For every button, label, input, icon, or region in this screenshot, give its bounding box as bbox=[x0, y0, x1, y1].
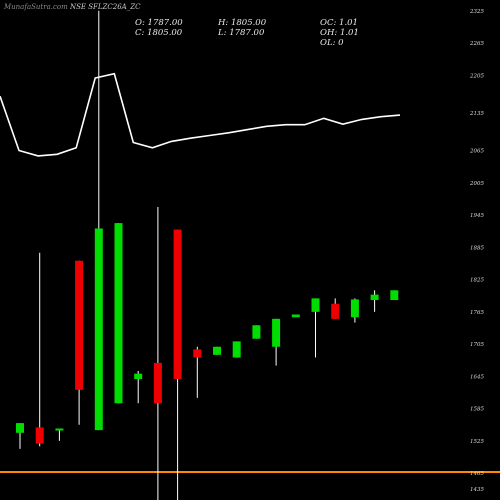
candle-body bbox=[173, 229, 182, 380]
y-tick-label: 2005 bbox=[469, 181, 484, 187]
candle-body bbox=[153, 362, 162, 404]
candle-body bbox=[114, 223, 123, 404]
symbol-label: NSE SFLZC26A_ZC bbox=[70, 3, 141, 11]
candle bbox=[213, 346, 221, 355]
ohlc-low: L: 1787.00 bbox=[218, 28, 265, 38]
y-tick-label: 1645 bbox=[470, 374, 484, 380]
candle-body bbox=[390, 290, 399, 300]
watermark-brand: MunafaSutra.com bbox=[4, 3, 68, 11]
candle bbox=[75, 260, 84, 425]
ohlc-close: C: 1805.00 bbox=[135, 28, 183, 38]
candle bbox=[232, 341, 241, 358]
candlestick-series bbox=[16, 10, 399, 500]
candle-body bbox=[55, 428, 64, 431]
candle bbox=[390, 290, 399, 300]
y-axis-tick-labels: 2325 2265 2205 2135 2065 2005 1945 1885 1825 1765… bbox=[469, 9, 484, 493]
candle bbox=[252, 325, 261, 339]
y-tick-label: 2065 bbox=[469, 149, 484, 155]
candle bbox=[173, 229, 182, 500]
candle-body bbox=[94, 228, 103, 431]
y-tick-label: 1525 bbox=[470, 439, 484, 445]
candle bbox=[94, 10, 103, 431]
candle bbox=[350, 298, 359, 323]
candle bbox=[193, 346, 202, 398]
candle-body bbox=[134, 373, 143, 380]
candle bbox=[291, 314, 300, 318]
candle-body bbox=[331, 303, 340, 319]
candle-body bbox=[232, 341, 241, 358]
y-tick-label: 1885 bbox=[470, 245, 484, 251]
ohlc-open: O: 1787.00 bbox=[135, 18, 183, 28]
ohlc-oh: OH: 1.01 bbox=[320, 28, 359, 38]
candle bbox=[55, 428, 64, 441]
y-tick-label: 1585 bbox=[470, 407, 484, 413]
y-tick-label: 1825 bbox=[470, 278, 484, 284]
y-tick-label: 1435 bbox=[470, 487, 484, 493]
candle bbox=[16, 423, 24, 449]
candle-body bbox=[291, 314, 300, 318]
y-tick-label: 1765 bbox=[470, 310, 484, 316]
candle bbox=[134, 370, 143, 404]
candle-body bbox=[35, 427, 44, 444]
candle bbox=[35, 252, 44, 447]
candle bbox=[311, 298, 320, 358]
candle bbox=[370, 290, 379, 312]
ohlc-oc: OC: 1.01 bbox=[320, 18, 358, 28]
y-tick-label: 1945 bbox=[470, 213, 484, 219]
y-tick-label: 1705 bbox=[470, 342, 484, 348]
y-tick-label: 1465 bbox=[470, 471, 484, 477]
candle-body bbox=[311, 298, 320, 312]
candle-body bbox=[213, 346, 221, 355]
candle-body bbox=[252, 325, 261, 339]
candle-body bbox=[75, 260, 84, 390]
candle bbox=[272, 318, 281, 366]
y-tick-label: 2205 bbox=[469, 73, 484, 79]
y-tick-label: 2135 bbox=[469, 111, 484, 117]
overlay-line-series bbox=[0, 72, 401, 157]
candle-body bbox=[16, 423, 24, 433]
ohlc-ol: OL: 0 bbox=[320, 38, 344, 48]
candle bbox=[153, 206, 162, 500]
candle bbox=[331, 298, 340, 319]
y-tick-label: 2265 bbox=[469, 41, 484, 47]
y-tick-label: 2325 bbox=[469, 9, 484, 15]
watermark-title: MunafaSutra.com NSE SFLZC26A_ZC bbox=[4, 3, 140, 11]
candle bbox=[114, 223, 123, 404]
candle-body bbox=[350, 299, 359, 318]
candle-body bbox=[193, 349, 202, 358]
line-path bbox=[0, 72, 401, 157]
candle-body bbox=[272, 318, 281, 347]
ohlc-high: H: 1805.00 bbox=[218, 18, 267, 28]
candle-body bbox=[370, 294, 379, 300]
